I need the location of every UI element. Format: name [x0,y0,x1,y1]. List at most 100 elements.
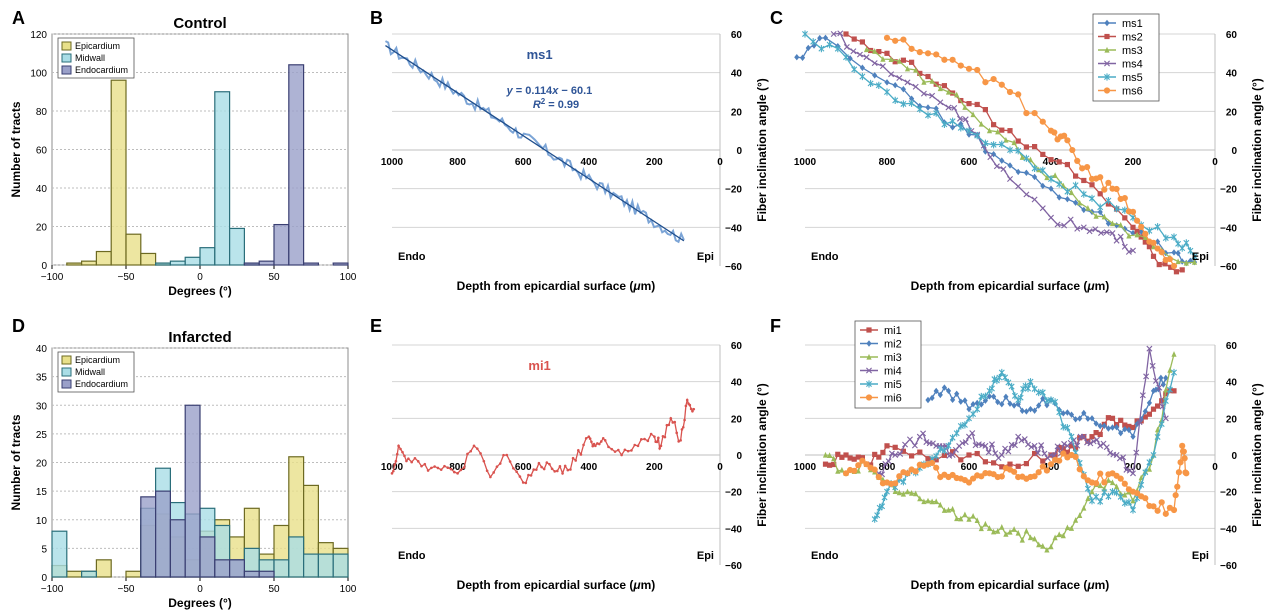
data-point [529,474,533,477]
data-point [987,154,994,161]
data-point [990,141,997,149]
data-point [875,473,882,481]
histogram-bar [243,262,260,266]
data-point [1089,488,1095,495]
data-point [1011,139,1017,146]
data-point [883,34,891,41]
data-point [897,450,904,457]
data-point [453,470,456,474]
data-point [1011,526,1017,532]
data-point [900,36,907,43]
data-point [1011,392,1018,400]
data-point [1073,199,1079,206]
data-point [863,461,870,468]
histogram-bar [229,559,246,578]
data-point [407,457,410,460]
data-point [839,454,845,460]
histogram-bar [317,553,334,578]
data-point [603,439,607,442]
y-tick-label: −40 [1220,223,1237,234]
y-tick-label: 40 [1226,69,1238,80]
equation-line: y = 0.114x − 60.1 [506,85,593,97]
data-point [1154,507,1161,514]
data-point [1171,351,1177,357]
y-tick-label: 25 [36,430,48,441]
data-point [830,31,837,37]
data-point [949,117,956,125]
data-point [900,490,906,497]
data-point [1056,457,1063,464]
data-point [1158,249,1165,256]
data-point [1179,442,1186,449]
data-point [416,460,420,463]
x-tick-label: 600 [961,157,978,168]
data-point [1125,248,1132,255]
x-tick-label: 400 [580,157,597,168]
data-point [1019,407,1025,415]
data-point [1142,408,1148,415]
x-axis-label: Degrees (°) [168,596,232,610]
data-point [1081,206,1087,214]
data-point [649,432,653,436]
data-point [999,401,1005,408]
y-tick-label: 35 [36,373,48,384]
data-point [872,451,878,458]
data-point [1048,175,1054,183]
data-point [1081,504,1087,511]
data-point [933,387,939,395]
data-point [1130,470,1136,477]
data-point [689,407,693,411]
data-point [1129,208,1137,215]
data-point [933,105,939,112]
data-point [1126,232,1132,239]
data-point [941,507,947,513]
data-point [892,452,899,458]
data-point [957,124,964,132]
data-point [933,51,940,58]
data-point [1015,138,1021,144]
label-segment: μ [1086,578,1095,592]
data-point [866,353,872,360]
histogram-bar [258,570,275,578]
data-point [1162,234,1169,242]
data-point [1072,453,1079,460]
data-point [1079,165,1086,172]
data-point [443,464,446,468]
data-point [550,467,554,471]
data-point [974,517,980,524]
data-point [982,79,989,86]
data-point [1011,402,1017,409]
data-point [998,140,1005,148]
data-point [1097,470,1104,477]
data-point [843,53,849,61]
data-point [1060,446,1066,452]
data-point [588,437,592,440]
data-point [991,393,997,400]
data-point [456,472,459,475]
data-point [685,398,689,402]
data-point [1089,415,1095,422]
data-point [599,440,603,443]
data-point [1085,495,1091,502]
histogram-panel-D: 0 5 10 15 20 25 30 35 40 −100 −50 0 50 100 Infarcted De… [9,329,357,610]
data-point [904,65,911,72]
data-point [799,54,806,61]
data-point [998,473,1005,480]
data-point [462,466,466,469]
y-tick-label: −60 [725,561,742,572]
data-point [999,157,1005,164]
y-tick-label: 30 [36,401,48,412]
data-point [1068,433,1075,441]
data-point [577,449,580,452]
r2-segment: R [533,99,541,111]
data-point [909,95,915,102]
data-point [937,391,943,399]
data-point [512,466,515,470]
data-point [1154,223,1161,231]
data-point [1101,213,1107,220]
y-tick-label: −60 [1220,262,1237,273]
data-point [1122,491,1128,498]
data-point [945,88,952,95]
data-point [998,81,1005,88]
panel-letter-F: F [770,316,781,336]
